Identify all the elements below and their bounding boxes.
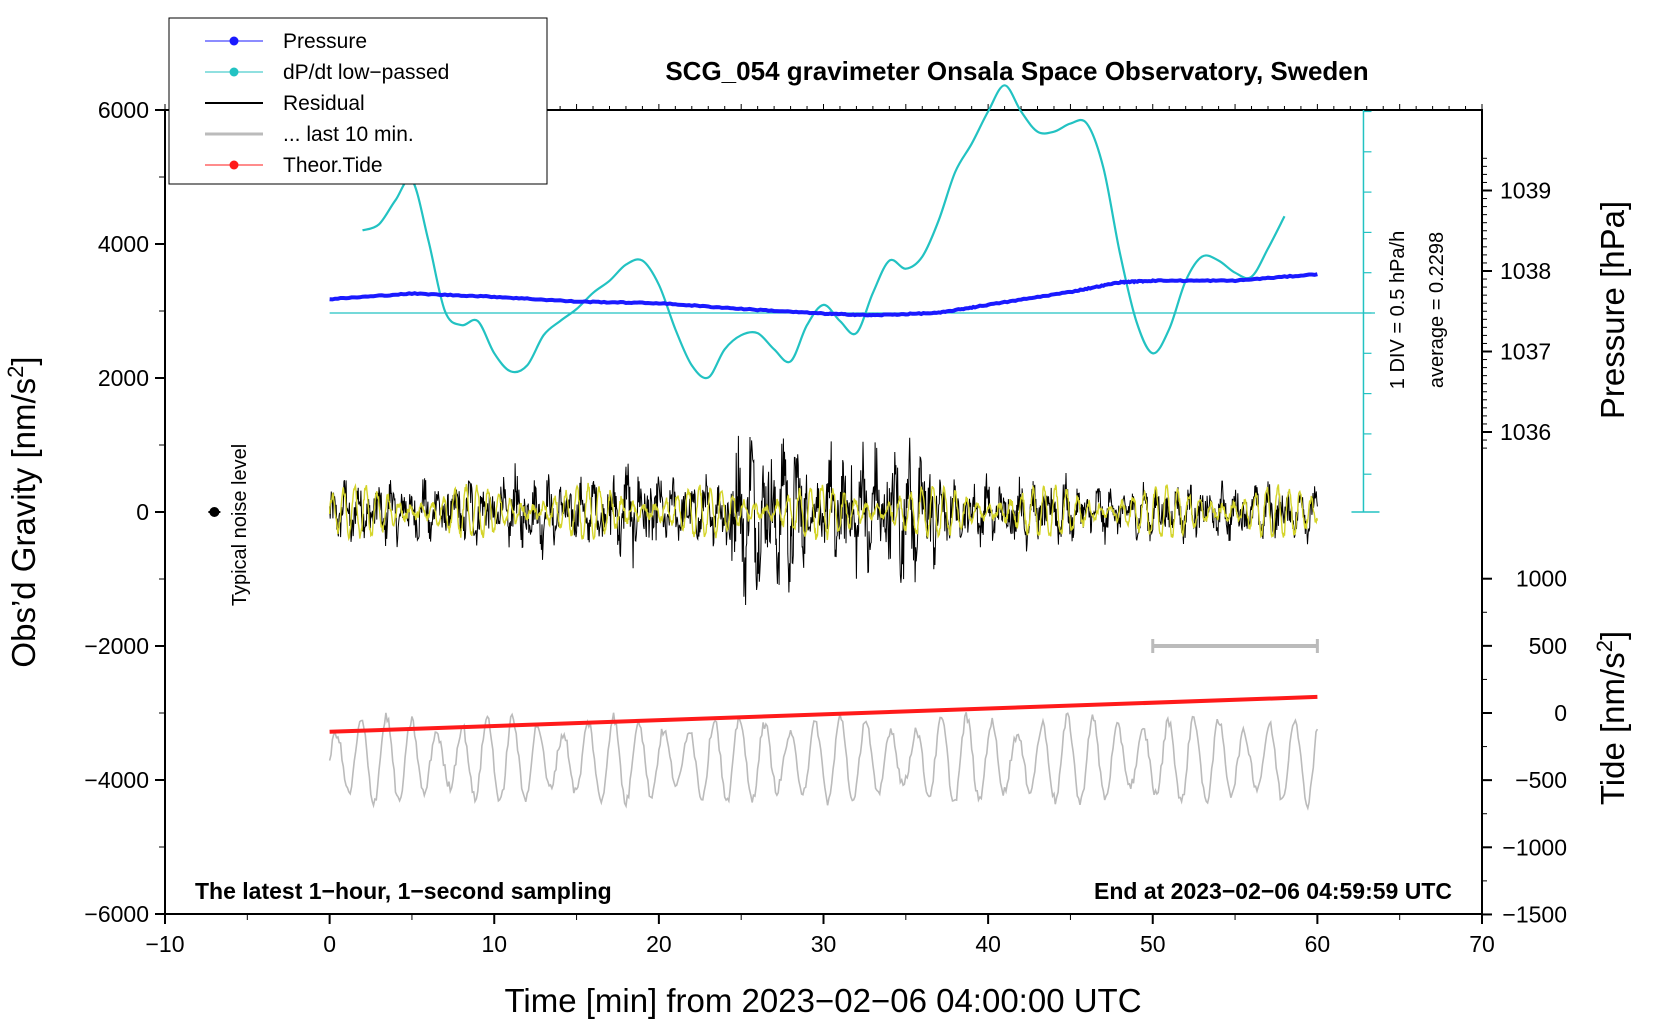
x-tick-label: 20 [646, 931, 672, 957]
dpdt-scale-label: 1 DIV = 0.5 hPa/h [1387, 231, 1409, 389]
tide-tick-label: −1500 [1502, 901, 1567, 927]
pressure-tick-label: 1036 [1500, 419, 1551, 445]
noise-level-marker [209, 507, 220, 517]
y-tick-label: −4000 [84, 767, 149, 793]
last-10-min-line [328, 712, 1319, 811]
y-tick-label: 2000 [98, 365, 149, 391]
chart-title: SCG_054 gravimeter Onsala Space Observat… [665, 56, 1368, 86]
dpdt-line [362, 84, 1286, 380]
pressure-line [329, 272, 1318, 318]
y-tick-label: −6000 [84, 901, 149, 927]
x-tick-label: 0 [323, 931, 336, 957]
legend-marker [229, 36, 239, 46]
y-tick-label: 6000 [98, 97, 149, 123]
legend-label: Pressure [283, 30, 367, 53]
y-axis-label-left: Obs’d Gravity [nm/s2] [3, 356, 42, 667]
series-layer [208, 84, 1380, 811]
legend-label: ... last 10 min. [283, 123, 414, 146]
residual-line [329, 435, 1318, 606]
tide-tick-label: −500 [1515, 767, 1567, 793]
noise-level-label: Typical noise level [229, 444, 251, 606]
x-tick-label: 10 [481, 931, 507, 957]
x-tick-label: 50 [1140, 931, 1166, 957]
y-axis-label-tide: Tide [nm/s2] [1592, 631, 1631, 805]
legend-label: Residual [283, 92, 365, 115]
tide-tick-label: −1000 [1502, 834, 1567, 860]
dpdt-average-label: average = 0.2298 [1426, 232, 1448, 388]
legend-box [168, 17, 548, 185]
y-axis-label-pressure: Pressure [hPa] [1594, 201, 1631, 419]
y-tick-label: 4000 [98, 231, 149, 257]
x-tick-label: −10 [145, 931, 184, 957]
x-tick-label: 70 [1469, 931, 1495, 957]
axis-ticks: −10 0 10 20 30 40 50 60 70 6000 4000 2000 0 −2000 −400… [84, 97, 1567, 957]
pressure-tick-label: 1039 [1500, 178, 1551, 204]
x-axis-label: Time [min] from 2023−02−06 04:00:00 UTC [504, 982, 1141, 1019]
legend-items: Pressure dP/dt low−passed Residual ... last… [205, 30, 449, 177]
theor-tide-line [329, 694, 1318, 734]
legend: Pressure dP/dt low−passed Residual ... last… [168, 17, 548, 185]
residual-filtered-line [328, 482, 1319, 542]
end-time-note: End at 2023−02−06 04:59:59 UTC [1094, 878, 1452, 904]
tide-tick-label: 0 [1554, 700, 1567, 726]
x-tick-label: 60 [1305, 931, 1331, 957]
y-tick-label: 0 [136, 499, 149, 525]
y-tick-label: −2000 [84, 633, 149, 659]
pressure-tick-label: 1037 [1500, 339, 1551, 365]
sampling-note: The latest 1−hour, 1−second sampling [195, 878, 612, 904]
tide-tick-label: 1000 [1516, 566, 1567, 592]
x-tick-label: 30 [811, 931, 837, 957]
x-tick-label: 40 [975, 931, 1001, 957]
legend-label: dP/dt low−passed [283, 61, 449, 84]
tide-tick-label: 500 [1529, 633, 1567, 659]
legend-label: Theor.Tide [283, 154, 383, 177]
pressure-tick-label: 1038 [1500, 258, 1551, 284]
legend-marker [229, 160, 239, 170]
legend-marker [229, 67, 239, 77]
